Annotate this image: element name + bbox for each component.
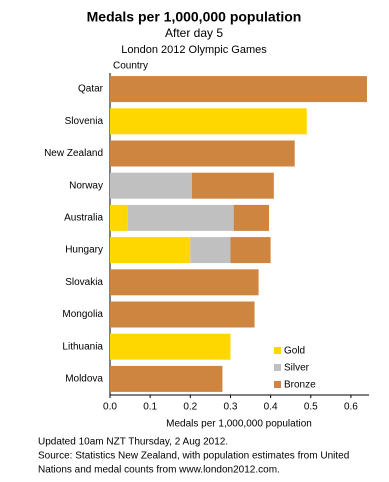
y-axis-label: Country bbox=[113, 61, 148, 72]
bar-segment bbox=[127, 204, 234, 231]
footnote: Updated 10am NZT Thursday, 2 Aug 2012. bbox=[38, 437, 228, 448]
bar-segment bbox=[110, 108, 307, 135]
x-tick-label: 0.3 bbox=[224, 402, 238, 413]
legend-swatch bbox=[274, 381, 281, 388]
legend-swatch bbox=[274, 364, 281, 371]
bar-segment bbox=[110, 172, 192, 199]
x-tick-label: 0.0 bbox=[103, 402, 117, 413]
x-tick-label: 0.6 bbox=[344, 402, 358, 413]
bar-segment bbox=[110, 204, 128, 231]
legend-label: Bronze bbox=[284, 380, 316, 391]
y-tick-label: Slovakia bbox=[65, 277, 103, 288]
x-tick-label: 0.4 bbox=[264, 402, 278, 413]
y-tick-label: Norway bbox=[69, 180, 103, 191]
bar-segment bbox=[190, 237, 231, 264]
footnote: Nations and medal counts from www.london… bbox=[38, 465, 280, 476]
y-tick-label: Lithuania bbox=[62, 341, 103, 352]
x-axis-label: Medals per 1,000,000 population bbox=[166, 419, 312, 430]
bar-segment bbox=[110, 269, 259, 296]
y-tick-label: Australia bbox=[64, 213, 103, 224]
y-tick-label: Hungary bbox=[65, 245, 103, 256]
legend-swatch bbox=[274, 347, 281, 354]
bar-segment bbox=[230, 237, 271, 264]
x-tick-label: 0.2 bbox=[183, 402, 197, 413]
bar-segment bbox=[110, 301, 255, 328]
bar-segment bbox=[110, 76, 367, 103]
subtitle: After day 5 bbox=[165, 26, 223, 40]
legend-label: Silver bbox=[284, 363, 310, 374]
bar-segment bbox=[110, 140, 295, 167]
y-tick-label: Qatar bbox=[78, 84, 104, 95]
bar-segment bbox=[191, 172, 274, 199]
chart-title: Medals per 1,000,000 population bbox=[87, 9, 302, 25]
footnote: Source: Statistics New Zealand, with pop… bbox=[38, 451, 349, 462]
subtitle: London 2012 Olympic Games bbox=[121, 44, 267, 56]
legend-label: Gold bbox=[284, 346, 305, 357]
y-tick-label: New Zealand bbox=[44, 148, 103, 159]
y-tick-label: Mongolia bbox=[62, 309, 103, 320]
bar-segment bbox=[110, 333, 231, 360]
y-tick-label: Moldova bbox=[65, 374, 103, 385]
x-tick-label: 0.5 bbox=[304, 402, 318, 413]
x-tick-label: 0.1 bbox=[143, 402, 157, 413]
bar-segment bbox=[110, 365, 223, 392]
y-tick-label: Slovenia bbox=[65, 116, 104, 127]
bar-segment bbox=[110, 237, 191, 264]
bar-segment bbox=[233, 204, 270, 231]
